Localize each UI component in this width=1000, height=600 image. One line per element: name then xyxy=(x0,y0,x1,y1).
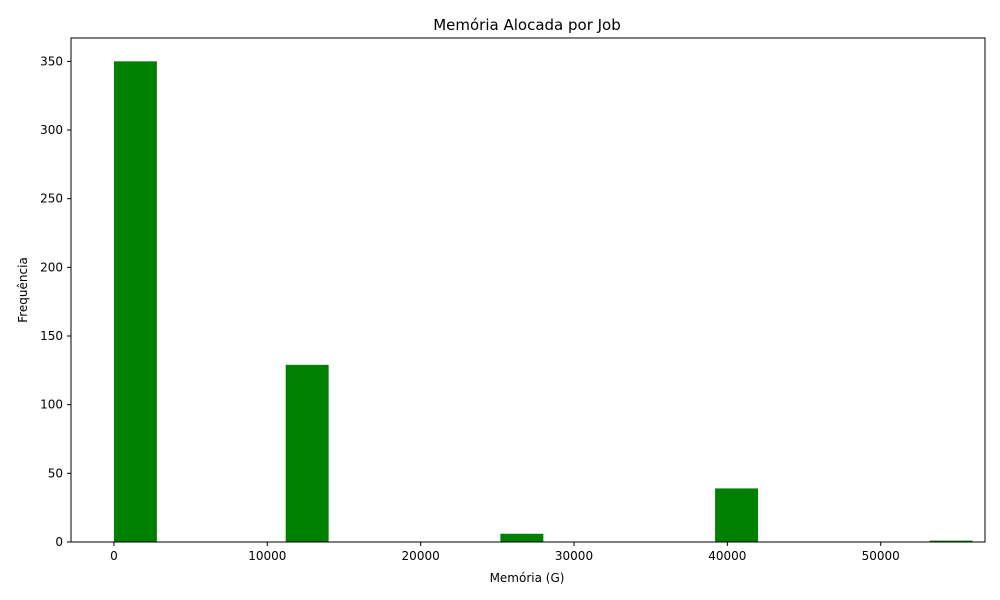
y-tick-label-1: 50 xyxy=(48,466,63,480)
x-tick-label-1: 10000 xyxy=(248,549,286,563)
chart-title: Memória Alocada por Job xyxy=(433,16,621,34)
y-tick-label-7: 350 xyxy=(40,54,63,68)
histogram-bar-3 xyxy=(715,488,759,542)
x-tick-label-5: 50000 xyxy=(862,549,900,563)
y-tick-label-6: 300 xyxy=(40,123,63,137)
x-axis-label: Memória (G) xyxy=(490,571,565,585)
y-axis-ticks: 0 50 100 150 200 250 300 350 xyxy=(40,54,71,549)
bars-group xyxy=(113,61,973,543)
histogram-bar-0 xyxy=(113,61,157,543)
histogram-bar-1 xyxy=(285,364,329,542)
y-axis-label: Frequência xyxy=(16,257,30,323)
histogram-bar-4 xyxy=(929,540,973,542)
plot-frame xyxy=(70,37,986,543)
y-tick-label-2: 100 xyxy=(40,398,63,412)
y-tick-label-5: 250 xyxy=(40,192,63,206)
x-tick-label-0: 0 xyxy=(110,549,118,563)
y-tick-label-4: 200 xyxy=(40,260,63,274)
y-tick-label-0: 0 xyxy=(55,535,63,549)
x-tick-label-4: 40000 xyxy=(708,549,746,563)
x-axis-ticks: 0 10000 20000 30000 40000 50000 xyxy=(110,542,900,563)
x-tick-label-3: 30000 xyxy=(555,549,593,563)
x-tick-label-2: 20000 xyxy=(402,549,440,563)
y-tick-label-3: 150 xyxy=(40,329,63,343)
histogram-bar-2 xyxy=(500,533,544,542)
